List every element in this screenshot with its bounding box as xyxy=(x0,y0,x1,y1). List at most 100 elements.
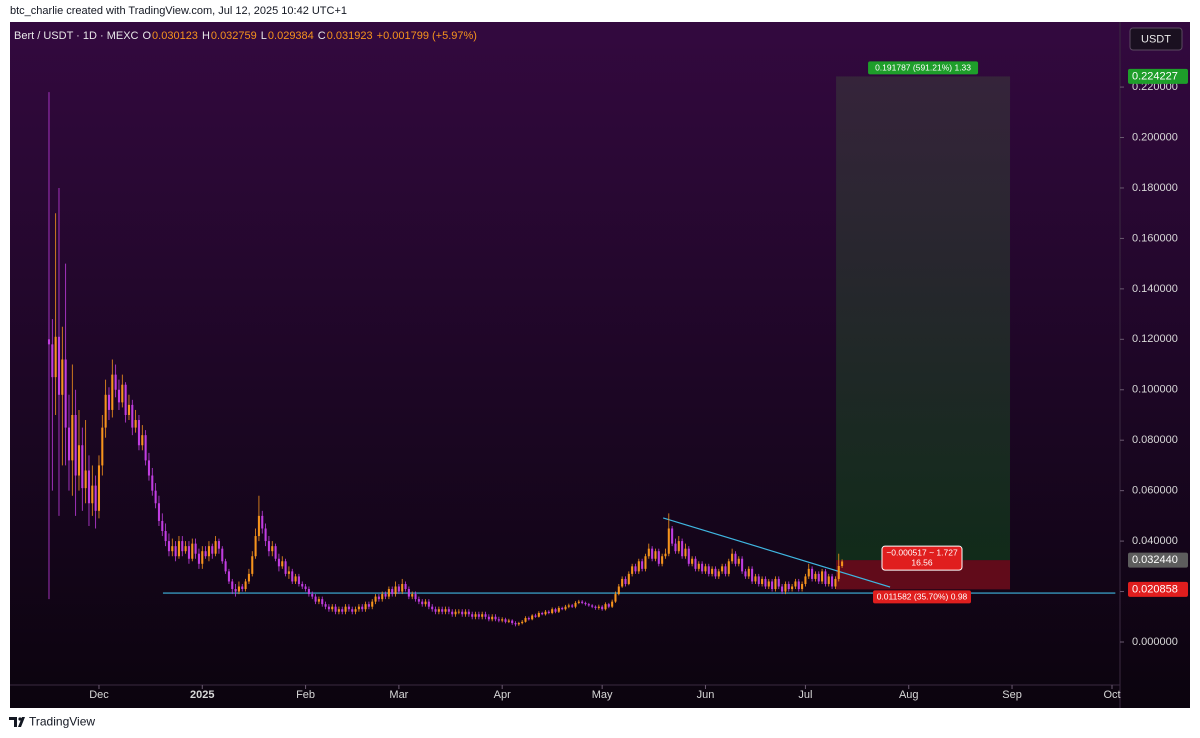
plot: 0.191787 (591.21%) 1.33 −0.000517 ~ 1.727… xyxy=(47,61,1116,627)
candle-body xyxy=(471,614,474,617)
candle-body xyxy=(631,566,634,574)
candle-body xyxy=(651,548,654,559)
candle-body xyxy=(231,581,234,590)
candle-body xyxy=(707,566,710,574)
x-tick-label: Jul xyxy=(798,689,812,701)
candle-body xyxy=(777,578,780,587)
candle-body xyxy=(167,541,170,552)
candle-body xyxy=(434,609,437,612)
candle-body xyxy=(807,568,810,577)
candle-body xyxy=(787,583,790,590)
ohlc-value: 0.031923 xyxy=(327,30,373,42)
candle-body xyxy=(754,576,757,582)
candle-body xyxy=(364,604,367,610)
candle-body xyxy=(124,384,127,415)
candle-body xyxy=(774,578,777,590)
x-tick-label: Mar xyxy=(389,689,408,701)
candle-body xyxy=(101,427,104,466)
candle-body xyxy=(307,589,310,595)
candle-body xyxy=(77,445,81,476)
candle-body xyxy=(587,604,590,606)
candle-body xyxy=(571,605,574,607)
candle-body xyxy=(737,558,740,564)
y-tick-label: 0.220000 xyxy=(1132,81,1178,93)
candle-body xyxy=(314,596,317,602)
candle-body xyxy=(447,609,450,612)
candle-body xyxy=(301,583,304,587)
candle-body xyxy=(797,581,800,590)
candle-body xyxy=(321,599,324,605)
candle-body xyxy=(674,543,677,552)
candle-body xyxy=(714,568,717,577)
candle-body xyxy=(224,561,227,572)
axes: 0.0000000.0200000.0400000.0600000.080000… xyxy=(89,68,1188,701)
candle-body xyxy=(761,578,764,584)
candle-body xyxy=(221,548,224,562)
candle-body xyxy=(841,561,844,567)
candle-body xyxy=(174,546,177,557)
currency-button-label[interactable]: USDT xyxy=(1141,33,1171,45)
candle-body xyxy=(227,571,230,582)
candle-body xyxy=(627,573,630,584)
candle-body xyxy=(671,528,674,544)
candle-body xyxy=(414,594,417,600)
entry-tag: −0.000517 ~ 1.727 xyxy=(886,547,958,557)
candle-body xyxy=(564,606,567,610)
candle-body xyxy=(474,614,477,617)
candle-body xyxy=(257,515,260,537)
candle-body xyxy=(664,553,667,557)
candle-body xyxy=(121,384,124,403)
y-tick-label: 0.000000 xyxy=(1132,636,1178,648)
candle-body xyxy=(684,548,687,557)
candle-body xyxy=(491,616,494,620)
candle-body xyxy=(104,394,107,428)
candle-body xyxy=(357,606,360,610)
candle-body xyxy=(641,561,644,569)
candle-body xyxy=(147,460,150,476)
candle-body xyxy=(267,541,270,552)
candle-body xyxy=(567,605,570,607)
candle-body xyxy=(804,576,807,584)
x-tick-label: Dec xyxy=(89,689,109,701)
candle-body xyxy=(197,553,200,564)
candle-body xyxy=(701,563,704,572)
candle-body xyxy=(511,620,514,624)
candle-body xyxy=(211,546,214,554)
currency-button[interactable] xyxy=(1129,27,1183,51)
candle-body xyxy=(634,566,637,572)
candle-body xyxy=(694,558,697,569)
candle-body xyxy=(751,568,754,582)
candle-body xyxy=(384,594,387,597)
candle-body xyxy=(371,601,374,607)
candle-body xyxy=(531,615,534,620)
candle-body xyxy=(201,551,204,564)
candle-body xyxy=(607,604,610,607)
candle-body xyxy=(387,589,390,597)
candle-body xyxy=(394,586,397,595)
candle-body xyxy=(537,612,540,617)
candle-body xyxy=(611,601,614,607)
candle-body xyxy=(424,601,427,605)
candle-body xyxy=(234,589,237,592)
candle-body xyxy=(117,389,121,403)
y-tick-label: 0.100000 xyxy=(1132,384,1178,396)
candle-body xyxy=(137,420,140,446)
y-tick-label: 0.080000 xyxy=(1132,434,1178,446)
candle-body xyxy=(244,581,247,590)
candle-body xyxy=(441,609,444,612)
candle-body xyxy=(217,541,220,549)
candle-body xyxy=(57,336,61,395)
candle-body xyxy=(734,553,737,564)
candle-body xyxy=(74,414,77,476)
candle-body xyxy=(91,485,94,504)
candle-body xyxy=(344,606,347,612)
candle-body xyxy=(324,604,327,607)
candle-body xyxy=(834,578,837,587)
target-tag: 0.191787 (591.21%) 1.33 xyxy=(875,63,971,73)
ohlc-key: C xyxy=(318,30,326,42)
candle-body xyxy=(594,606,597,608)
ohlc-key: O xyxy=(142,30,151,42)
candle-body xyxy=(177,541,180,557)
candle-body xyxy=(524,618,527,622)
